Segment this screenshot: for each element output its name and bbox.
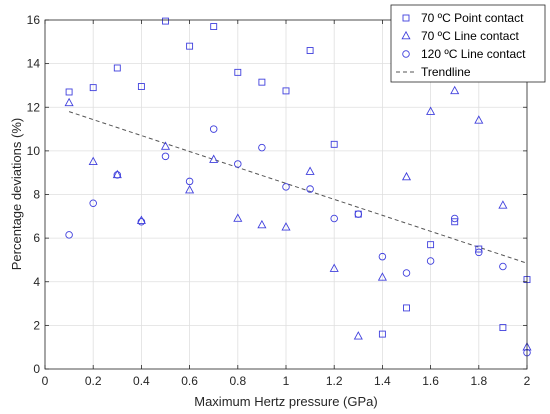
- y-axis-title: Percentage deviations (%): [9, 118, 24, 270]
- y-tick-label: 8: [33, 188, 40, 202]
- square-data-point: [258, 78, 266, 86]
- circle-data-point: [450, 214, 459, 223]
- square-data-point: [186, 42, 194, 50]
- triangle-data-point: [136, 215, 146, 224]
- y-tick-label: 12: [27, 100, 41, 114]
- y-tick-label: 10: [27, 144, 41, 158]
- y-tick-label: 2: [33, 318, 40, 332]
- triangle-data-point: [377, 272, 387, 281]
- triangle-data-point: [498, 200, 508, 209]
- data-markers: [64, 17, 532, 357]
- legend-triangle-icon: [401, 30, 411, 40]
- legend-square-icon: [402, 14, 410, 22]
- square-data-point: [234, 68, 242, 76]
- x-tick-label: 0.8: [229, 374, 246, 388]
- square-data-point: [499, 324, 507, 332]
- y-tick-label: 4: [33, 275, 40, 289]
- square-data-point: [451, 218, 459, 226]
- x-axis-ticks: 0 0.2 0.4 0.6 0.8 1 1.2 1.4 1.6 1.8 2: [42, 20, 531, 388]
- circle-data-point: [89, 199, 97, 207]
- square-data-point: [210, 23, 218, 30]
- circle-data-point: [137, 218, 146, 226]
- circle-data-point: [330, 214, 338, 223]
- triangle-data-point: [257, 219, 267, 229]
- triangle-data-point: [305, 166, 315, 175]
- circle-data-point: [185, 177, 194, 186]
- x-tick-label: 0.4: [133, 374, 150, 388]
- circle-data-point: [306, 185, 314, 193]
- triangle-data-point: [450, 85, 460, 95]
- square-data-point: [113, 64, 121, 72]
- circle-data-point: [113, 171, 122, 179]
- legend-box: [390, 4, 546, 83]
- square-data-point: [162, 17, 169, 25]
- y-tick-label: 0: [33, 362, 40, 376]
- x-tick-label: 0.6: [181, 374, 198, 388]
- triangle-data-point: [160, 141, 171, 150]
- x-tick-label: 0.2: [85, 374, 102, 388]
- circle-data-point: [499, 262, 507, 271]
- legend-label: 120 ºC Line contact: [421, 47, 526, 61]
- trendline: [68, 111, 528, 264]
- square-data-point: [137, 83, 145, 90]
- square-data-point: [282, 87, 290, 95]
- square-data-point: [427, 241, 435, 249]
- triangle-data-point: [185, 184, 195, 194]
- circle-data-point: [426, 257, 435, 265]
- triangle-data-point: [209, 154, 219, 163]
- y-tick-label: 16: [27, 13, 41, 27]
- square-data-point: [330, 140, 338, 148]
- triangle-data-point: [353, 331, 363, 340]
- circle-data-point: [378, 252, 387, 261]
- triangle-data-point: [64, 97, 74, 107]
- trendline-layer: [68, 111, 528, 264]
- circle-data-point: [258, 143, 266, 152]
- circle-data-point: [475, 248, 483, 257]
- y-axis-ticks: 0 2 4 6 8 10 12 14 16: [27, 13, 527, 376]
- legend-label: 70 ºC Line contact: [421, 29, 519, 43]
- square-data-point: [65, 88, 73, 96]
- triangle-data-point: [112, 169, 122, 179]
- legend-items: 70 ºC Point contact 70 ºC Line contact 120…: [396, 11, 526, 79]
- triangle-data-point: [426, 106, 436, 115]
- x-tick-label: 1.6: [422, 374, 439, 388]
- y-tick-label: 6: [33, 231, 40, 245]
- square-data-point: [403, 304, 410, 312]
- circle-data-point: [209, 125, 218, 133]
- x-tick-label: 0: [42, 374, 49, 388]
- x-tick-label: 1.2: [326, 374, 343, 388]
- square-data-point: [89, 84, 97, 92]
- triangle-data-point: [233, 213, 243, 222]
- circle-data-point: [65, 231, 73, 239]
- triangle-data-point: [401, 171, 412, 181]
- triangle-data-point: [88, 156, 98, 166]
- x-tick-label: 1.4: [374, 374, 391, 388]
- x-tick-label: 1: [283, 374, 290, 388]
- square-data-point: [306, 47, 314, 54]
- triangle-data-point: [281, 222, 291, 231]
- circle-data-point: [234, 160, 242, 168]
- square-data-point: [475, 245, 483, 253]
- circle-data-point: [282, 183, 290, 191]
- legend-circle-icon: [402, 50, 410, 58]
- triangle-data-point: [474, 115, 484, 124]
- square-data-point: [378, 330, 386, 338]
- circle-data-point: [161, 152, 170, 161]
- x-axis-title: Maximum Hertz pressure (GPa): [194, 394, 377, 409]
- legend: 70 ºC Point contact 70 ºC Line contact 120…: [390, 4, 546, 83]
- x-tick-label: 1.8: [470, 374, 487, 388]
- legend-label: Trendline: [421, 65, 471, 79]
- x-tick-label: 2: [524, 374, 531, 388]
- y-tick-label: 14: [27, 57, 41, 71]
- legend-label: 70 ºC Point contact: [421, 11, 524, 25]
- circle-data-point: [354, 210, 363, 218]
- triangle-data-point: [329, 263, 339, 272]
- circle-data-point: [402, 269, 411, 277]
